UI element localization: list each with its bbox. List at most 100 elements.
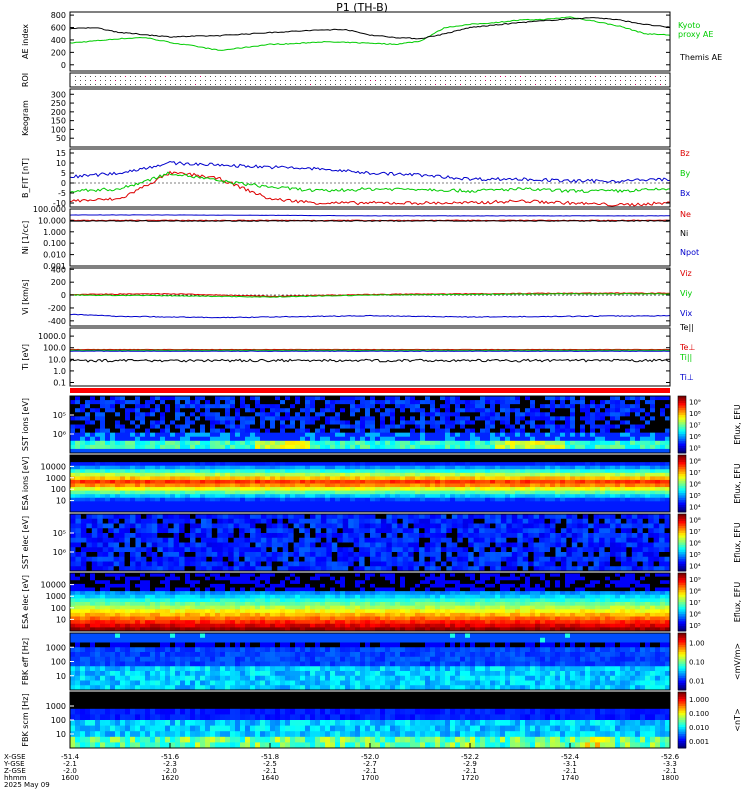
spec-cell-sst_ion — [295, 396, 301, 401]
spec-cell-sst_elec — [255, 518, 262, 524]
spec-cell-sst_elec — [495, 528, 502, 534]
spec-cell-esa_ion — [570, 476, 576, 481]
spec-cell-esa_ion — [645, 469, 651, 474]
spec-cell-esa_ion — [590, 504, 596, 509]
spec-cell-sst_ion — [210, 416, 216, 421]
spec-cell-sst_ion — [330, 408, 336, 413]
spec-cell-sst_ion — [345, 432, 351, 438]
spec-cell-sst_elec — [479, 542, 486, 548]
roi-dot — [160, 84, 161, 85]
spec-cell-sst_elec — [293, 537, 300, 543]
spec-cell-esa_ion — [575, 487, 581, 492]
spec-cell-sst_ion — [180, 412, 186, 417]
spec-cell-esa_ion — [225, 501, 231, 506]
spec-cell-sst_elec — [140, 528, 147, 534]
spec-cell-sst_ion — [340, 428, 346, 434]
spec-cell-esa_ion — [435, 490, 441, 495]
spec-cell-sst_ion — [340, 404, 346, 409]
roi-dot — [100, 76, 101, 77]
spec-cell-sst_elec — [179, 552, 186, 558]
spec-cell-sst_ion — [360, 412, 366, 417]
spec-cell-sst_ion — [270, 396, 276, 401]
spec-cell-sst_elec — [135, 566, 142, 572]
spec-cell-sst_elec — [331, 533, 338, 539]
spec-cell-sst_elec — [228, 542, 235, 548]
colorbar-sst_ion — [678, 429, 686, 433]
spec-cell-sst_ion — [180, 432, 186, 438]
roi-dot — [500, 80, 501, 81]
spec-cell-esa_ion — [330, 458, 336, 463]
spec-cell-esa_ion — [170, 476, 176, 481]
spec-cell-sst_ion — [600, 420, 606, 425]
spec-cell-esa_ion — [400, 458, 406, 463]
spec-cell-sst_elec — [168, 523, 175, 529]
colorbar-esa_ion — [678, 509, 686, 513]
spec-cell-esa_ion — [305, 458, 311, 463]
spec-cell-sst_elec — [342, 523, 349, 529]
roi-dot — [410, 80, 411, 81]
spec-cell-sst_elec — [320, 556, 327, 562]
spec-cell-sst_elec — [102, 537, 109, 543]
spec-cell-esa_ion — [380, 501, 386, 506]
spec-cell-sst_ion — [505, 420, 511, 425]
spec-cell-esa_ion — [335, 472, 341, 477]
spec-cell-esa_ion — [400, 465, 406, 470]
spec-cell-esa_ion — [375, 487, 381, 492]
spec-cell-sst_ion — [130, 404, 136, 409]
spec-cell-sst_elec — [353, 542, 360, 548]
roi-dot — [285, 76, 286, 77]
spec-cell-esa_ion — [75, 494, 81, 499]
spec-cell-esa_ion — [450, 465, 456, 470]
spec-cell-sst_ion — [70, 448, 76, 454]
spec-cell-esa_ion — [440, 458, 446, 463]
spec-cell-sst_elec — [446, 518, 453, 524]
spec-cell-esa_ion — [405, 483, 411, 488]
spec-cell-esa_ion — [660, 455, 666, 460]
roi-dot — [345, 84, 346, 85]
spec-cell-sst_ion — [435, 420, 441, 425]
spec-cell-esa_ion — [375, 494, 381, 499]
spec-cell-sst_ion — [630, 448, 636, 454]
spec-cell-sst_ion — [205, 404, 211, 409]
spec-cell-sst_ion — [570, 428, 576, 434]
spec-cell-sst_ion — [530, 436, 536, 442]
spec-cell-sst_elec — [380, 542, 387, 548]
spec-cell-esa_ion — [315, 479, 321, 484]
spec-cell-esa_ion — [155, 465, 161, 470]
spec-cell-esa_ion — [490, 487, 496, 492]
spec-cell-esa_ion — [250, 462, 256, 467]
spec-cell-sst_ion — [285, 436, 291, 442]
colorbar-sst_ion — [678, 415, 686, 418]
spec-cell-esa_ion — [115, 487, 121, 492]
spec-cell-sst_ion — [265, 396, 271, 401]
spec-cell-esa_ion — [145, 462, 151, 467]
spec-cell-sst_ion — [385, 424, 391, 430]
spec-cell-sst_elec — [299, 566, 306, 572]
spec-cell-esa_ion — [525, 490, 531, 495]
spec-cell-sst_elec — [315, 518, 322, 524]
spec-cell-sst_ion — [440, 448, 446, 454]
spec-cell-sst_elec — [331, 537, 338, 543]
spec-cell-sst_elec — [495, 542, 502, 548]
spec-cell-esa_ion — [495, 479, 501, 484]
spec-cell-sst_ion — [660, 404, 666, 409]
spec-cell-esa_ion — [570, 508, 576, 513]
spec-cell-sst_ion — [360, 420, 366, 425]
roi-dot — [505, 84, 506, 85]
spec-cell-esa_ion — [210, 504, 216, 509]
spec-cell-sst_ion — [185, 428, 191, 434]
spec-cell-sst_ion — [70, 432, 76, 438]
spec-cell-esa_ion — [620, 455, 626, 460]
spec-cell-sst_elec — [348, 547, 355, 553]
spec-cell-esa_ion — [585, 504, 591, 509]
spec-cell-esa_ion — [400, 497, 406, 502]
spec-cell-esa_ion — [340, 479, 346, 484]
roi-dot — [620, 76, 621, 77]
spec-cell-sst_ion — [655, 412, 661, 417]
spec-cell-sst_elec — [260, 556, 267, 562]
spec-cell-esa_ion — [295, 462, 301, 467]
spec-cell-sst_ion — [530, 424, 536, 430]
spec-cell-sst_ion — [260, 448, 266, 454]
spec-cell-esa_ion — [385, 483, 391, 488]
spec-cell-esa_ion — [295, 472, 301, 477]
